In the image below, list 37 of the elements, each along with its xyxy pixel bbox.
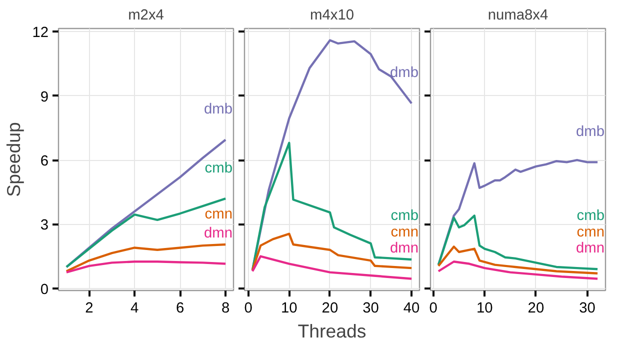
y-tick-label: 9 <box>40 89 49 106</box>
x-tick-label: 40 <box>403 300 420 316</box>
series-label: dmn <box>390 240 419 257</box>
series-label: dmn <box>204 226 233 242</box>
series-label: dmb <box>204 102 233 118</box>
x-axis-title: Threads <box>298 320 366 342</box>
y-tick-label: 0 <box>40 282 49 298</box>
x-tick-label: 20 <box>528 300 544 316</box>
y-axis-title: Speedup <box>3 122 24 197</box>
x-tick-label: 10 <box>281 300 298 316</box>
line-series <box>65 243 227 272</box>
text: cmb <box>576 208 605 224</box>
series-label: cmn <box>390 224 419 240</box>
x-tick-label: 6 <box>176 300 184 316</box>
x-tick-label: 30 <box>579 300 596 316</box>
series-label: cmb <box>390 208 419 224</box>
chart-title: numa8x4 <box>488 8 548 24</box>
chart-title: m2x4 <box>128 8 164 24</box>
x-tick-label: 20 <box>322 300 338 316</box>
x-tick-label: 10 <box>476 300 493 316</box>
x-tick-label: 0 <box>429 300 438 316</box>
series-label: cmb <box>204 160 233 176</box>
text: cmn <box>576 224 605 240</box>
series-label: cmn <box>204 206 233 222</box>
x-tick-label: 8 <box>221 300 230 316</box>
y-tick-label: 6 <box>40 154 49 170</box>
y-tick-label: 12 <box>32 25 49 42</box>
y-tick-label: 3 <box>40 218 49 234</box>
x-tick-label: 2 <box>85 300 94 316</box>
x-tick-label: 0 <box>244 300 252 316</box>
x-tick-label: 30 <box>362 300 379 316</box>
x-tick-label: 4 <box>130 300 139 316</box>
chart-title: m4x10 <box>310 8 354 24</box>
series-label: dmb <box>390 65 419 82</box>
series-label: dmn <box>576 240 605 257</box>
line-series <box>65 260 227 274</box>
series-label: dmb <box>576 124 605 140</box>
